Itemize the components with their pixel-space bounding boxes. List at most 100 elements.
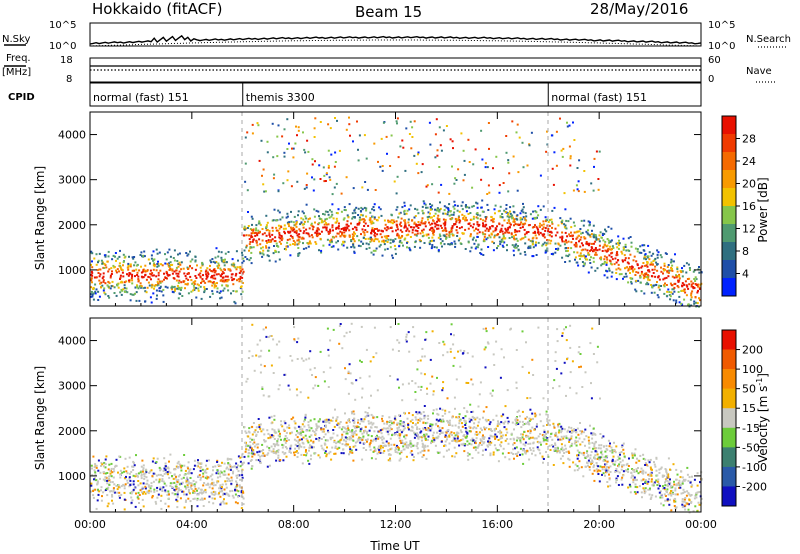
scatter-cell xyxy=(667,264,670,266)
scatter-cell xyxy=(410,226,413,229)
scatter-cell xyxy=(427,233,430,236)
scatter-cell xyxy=(212,281,215,284)
scatter-cell xyxy=(105,487,108,490)
scatter-cell xyxy=(330,153,333,156)
scatter-cell xyxy=(404,225,407,228)
scatter-cell xyxy=(548,419,551,422)
scatter-cell xyxy=(570,444,573,447)
scatter-cell xyxy=(302,131,304,134)
scatter-cell xyxy=(344,209,347,212)
scatter-cell xyxy=(424,203,427,206)
scatter-cell xyxy=(478,231,481,234)
scatter-cell xyxy=(643,292,646,295)
scatter-cell xyxy=(589,235,592,238)
colorbar-swatch xyxy=(722,152,736,171)
scatter-cell xyxy=(227,268,230,271)
scatter-cell xyxy=(659,490,662,493)
scatter-cell xyxy=(371,415,374,418)
scatter-cell xyxy=(439,238,442,241)
scatter-cell xyxy=(328,243,331,246)
scatter-cell xyxy=(272,435,275,438)
scatter-cell xyxy=(242,490,244,493)
scatter-cell xyxy=(453,240,456,243)
scatter-cell xyxy=(129,263,132,266)
scatter-cell xyxy=(622,442,625,445)
scatter-cell xyxy=(267,432,270,435)
scatter-cell xyxy=(280,226,283,229)
scatter-cell xyxy=(257,431,259,433)
scatter-cell xyxy=(473,229,476,232)
scatter-cell xyxy=(536,423,538,426)
scatter-cell xyxy=(445,206,448,209)
scatter-cell xyxy=(450,229,453,232)
scatter-cell xyxy=(325,223,328,226)
scatter-cell xyxy=(180,469,183,472)
scatter-cell xyxy=(620,273,623,276)
scatter-cell xyxy=(506,215,509,218)
scatter-cell xyxy=(644,471,647,474)
scatter-cell xyxy=(377,436,380,439)
scatter-cell xyxy=(370,230,373,233)
scatter-cell xyxy=(137,491,140,494)
scatter-cell xyxy=(690,501,693,504)
scatter-cell xyxy=(152,457,155,460)
scatter-cell xyxy=(583,236,586,239)
scatter-cell xyxy=(652,484,655,487)
scatter-cell xyxy=(689,494,692,497)
scatter-cell xyxy=(268,464,271,467)
scatter-cell xyxy=(120,485,123,488)
scatter-cell xyxy=(287,231,290,234)
scatter-cell xyxy=(634,485,637,488)
scatter-cell xyxy=(682,491,685,494)
scatter-cell xyxy=(584,248,587,251)
scatter-cell xyxy=(515,246,518,249)
scatter-cell xyxy=(128,273,131,276)
scatter-cell xyxy=(94,463,97,466)
scatter-cell xyxy=(410,450,413,452)
scatter-cell xyxy=(515,237,518,240)
scatter-cell xyxy=(154,284,157,286)
scatter-cell xyxy=(561,427,564,430)
scatter-cell xyxy=(405,234,408,237)
scatter-cell xyxy=(226,477,229,480)
scatter-cell xyxy=(690,294,693,297)
scatter-cell xyxy=(199,272,202,275)
scatter-cell xyxy=(227,278,230,281)
scatter-cell xyxy=(121,271,124,274)
scatter-cell xyxy=(671,288,674,291)
scatter-cell xyxy=(584,255,587,258)
scatter-cell xyxy=(307,150,310,153)
scatter-cell xyxy=(97,272,100,274)
scatter-cell xyxy=(561,231,564,234)
scatter-cell xyxy=(107,295,110,297)
scatter-cell xyxy=(293,231,296,234)
scatter-cell xyxy=(401,206,404,209)
scatter-cell xyxy=(286,245,289,248)
scatter-cell xyxy=(364,439,367,441)
scatter-cell xyxy=(518,230,521,233)
scatter-cell xyxy=(263,232,266,235)
scatter-cell xyxy=(352,419,355,422)
scatter-cell xyxy=(180,466,183,469)
scatter-cell xyxy=(574,429,577,431)
scatter-cell xyxy=(643,275,646,278)
scatter-cell xyxy=(428,215,431,218)
scatter-cell xyxy=(127,268,130,271)
scatter-cell xyxy=(575,444,578,447)
scatter-cell xyxy=(404,223,407,226)
cpid-segment-label: normal (fast) 151 xyxy=(551,91,647,104)
scatter-cell xyxy=(589,457,592,460)
scatter-cell xyxy=(382,239,385,242)
scatter-cell xyxy=(214,492,217,495)
scatter-cell xyxy=(206,477,209,480)
scatter-cell xyxy=(681,285,684,288)
scatter-cell xyxy=(441,240,444,243)
scatter-cell xyxy=(381,240,384,243)
scatter-cell xyxy=(416,421,419,424)
scatter-cell xyxy=(696,291,699,294)
scatter-cell xyxy=(579,252,582,255)
scatter-cell xyxy=(467,227,470,230)
scatter-cell xyxy=(469,233,472,236)
scatter-cell xyxy=(596,453,599,456)
scatter-cell xyxy=(303,148,306,151)
